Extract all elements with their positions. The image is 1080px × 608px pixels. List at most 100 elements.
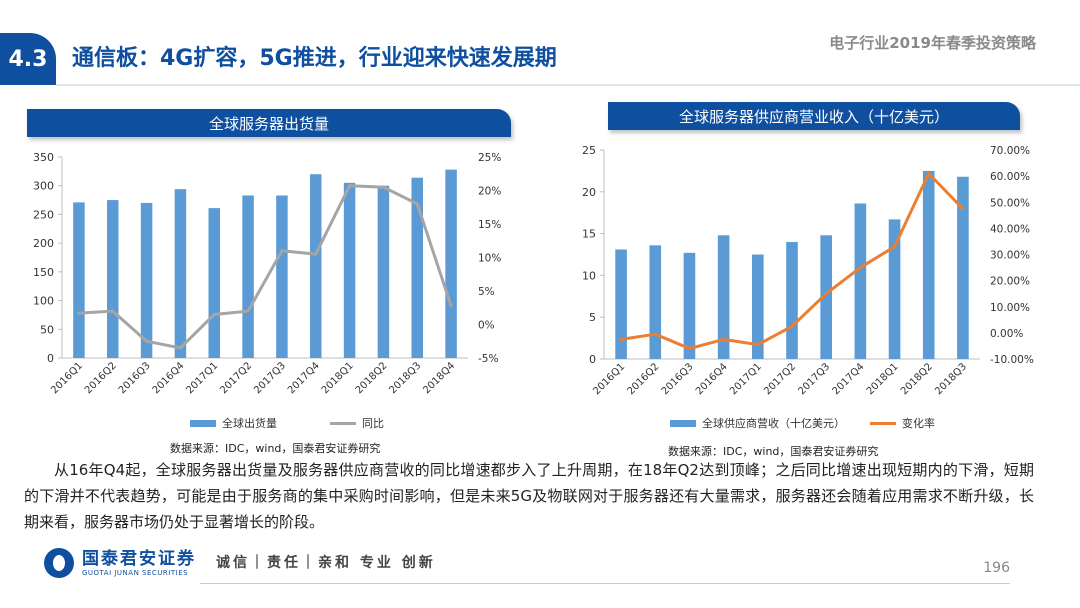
line-point-2017Q1 [756, 343, 760, 347]
bar-2017Q2 [242, 195, 254, 358]
bar-2018Q1 [888, 219, 901, 359]
line-point-2016Q4 [722, 337, 726, 341]
chart2-title-banner: 全球服务器供应商营业收入（十亿美元） [608, 102, 1020, 130]
y-right-tick-label: 5% [478, 286, 495, 298]
legend-bar-label: 全球出货量 [222, 416, 277, 430]
x-tick-label: 2016Q4 [694, 361, 730, 397]
x-tick-label: 2016Q2 [83, 360, 119, 396]
y-right-tick-label: 10.00% [990, 302, 1030, 314]
line-point-2018Q3 [961, 207, 965, 211]
y-left-tick-label: 20 [582, 186, 596, 199]
x-tick-label: 2017Q3 [796, 361, 832, 397]
legend-line-label: 变化率 [902, 416, 935, 430]
section-number-badge: 4.3 [0, 33, 56, 85]
x-tick-label: 2018Q3 [933, 361, 969, 397]
line-point-2017Q3 [280, 249, 284, 253]
y-left-tick-label: 350 [33, 151, 54, 164]
page-number: 196 [983, 560, 1010, 576]
bar-2017Q4 [309, 174, 322, 358]
line-point-2016Q2 [653, 332, 657, 336]
x-tick-label: 2018Q3 [388, 360, 424, 396]
x-tick-label: 2016Q1 [591, 361, 627, 397]
y-right-tick-label: 25% [478, 152, 501, 164]
y-left-tick-label: 25 [582, 144, 596, 157]
line-point-2016Q3 [687, 347, 691, 351]
bar-2016Q4 [717, 235, 730, 359]
body-paragraph: 从16年Q4起，全球服务器出货量及服务器供应商营收的同比增速都步入了上升周期，在… [24, 461, 1034, 531]
line-point-2018Q1 [893, 245, 897, 249]
y-left-tick-label: 5 [589, 311, 596, 324]
line-point-2018Q1 [348, 184, 352, 188]
footer-divider [200, 583, 1010, 584]
line-point-2016Q3 [145, 339, 149, 343]
x-tick-label: 2017Q2 [762, 361, 798, 397]
bar-2017Q3 [276, 195, 288, 358]
y-left-tick-label: 15 [582, 228, 596, 241]
legend-bar-label: 全球供应商营收（十亿美元） [702, 416, 845, 430]
bar-2016Q2 [649, 245, 662, 359]
y-right-tick-label: -10.00% [990, 354, 1034, 366]
chart1-source: 数据来源：IDC，wind，国泰君安证券研究 [170, 442, 381, 455]
bar-2018Q2 [377, 185, 390, 358]
line-point-2017Q1 [212, 312, 216, 316]
bar-2018Q3 [957, 176, 969, 359]
y-left-tick-label: 300 [33, 180, 54, 193]
line-point-2016Q4 [178, 346, 182, 350]
line-point-2017Q4 [314, 252, 318, 256]
line-point-2017Q3 [824, 292, 828, 296]
bar-2016Q2 [106, 200, 119, 358]
y-right-tick-label: 0.00% [990, 328, 1023, 340]
y-left-tick-label: 0 [589, 353, 596, 366]
x-tick-label: 2017Q4 [831, 361, 867, 397]
legend-line-label: 同比 [362, 417, 384, 430]
company-logo: 国泰君安证券 GUOTAI JUNAN SECURITIES [44, 548, 196, 578]
bar-2018Q1 [343, 182, 356, 358]
y-left-tick-label: 100 [33, 295, 54, 308]
chart1-shipments: 0 50 100 150 200 250 300 350 -5% 0% 5% 10% 15% 20% 25%… [33, 151, 501, 430]
x-tick-label: 2018Q4 [421, 360, 457, 396]
chart2-revenue: 0 5 10 15 20 25 -10.00% 0.00% 10.00% 20.00% 30.00%… [582, 144, 1034, 430]
x-tick-label: 2016Q1 [49, 360, 85, 396]
x-tick-label: 2016Q3 [117, 360, 153, 396]
bar-2016Q3 [140, 202, 153, 358]
y-right-tick-label: 0% [478, 320, 495, 332]
y-right-tick-label: 20.00% [990, 276, 1030, 288]
line-point-2018Q2 [381, 185, 385, 189]
y-right-tick-label: 20% [478, 186, 501, 198]
header-divider [56, 84, 1080, 86]
line-point-2018Q2 [927, 172, 931, 176]
x-tick-label: 2017Q1 [185, 360, 221, 396]
company-name-cn: 国泰君安证券 [82, 548, 196, 569]
company-logo-icon [44, 548, 74, 578]
report-name: 电子行业2019年春季投资策略 [829, 34, 1036, 52]
chart1-title-banner: 全球服务器出货量 [27, 109, 511, 137]
x-tick-label: 2016Q3 [660, 361, 696, 397]
page-title: 通信板：4G扩容，5G推进，行业迎来快速发展期 [72, 46, 557, 71]
x-tick-label: 2017Q4 [286, 360, 322, 396]
x-tick-label: 2018Q2 [899, 361, 935, 397]
y-left-tick-label: 0 [47, 352, 54, 365]
bar-2018Q2 [922, 170, 935, 359]
legend-bar-swatch [190, 420, 216, 427]
y-right-tick-label: 60.00% [990, 171, 1030, 183]
y-left-tick-label: 200 [33, 237, 54, 250]
bar-2018Q3 [411, 177, 424, 358]
line-point-2016Q1 [77, 311, 81, 315]
bar-2016Q1 [73, 202, 85, 358]
x-tick-label: 2018Q1 [320, 360, 356, 396]
company-slogan: 诚信｜责任｜亲和 专业 创新 [216, 555, 436, 571]
x-tick-label: 2017Q2 [218, 360, 254, 396]
y-right-tick-label: 10% [478, 253, 501, 265]
bar-2016Q1 [615, 249, 627, 359]
y-left-tick-label: 50 [40, 323, 54, 336]
y-right-tick-label: -5% [478, 353, 498, 365]
x-tick-label: 2017Q1 [728, 361, 764, 397]
line-series-同比 [78, 184, 453, 350]
x-tick-label: 2017Q3 [252, 360, 288, 396]
x-tick-label: 2016Q2 [626, 361, 662, 397]
x-tick-label: 2018Q1 [865, 361, 901, 397]
company-name-en: GUOTAI JUNAN SECURITIES [82, 568, 189, 577]
line-point-2017Q4 [858, 266, 862, 270]
y-right-tick-label: 70.00% [990, 145, 1030, 157]
line-point-2018Q4 [449, 304, 453, 308]
